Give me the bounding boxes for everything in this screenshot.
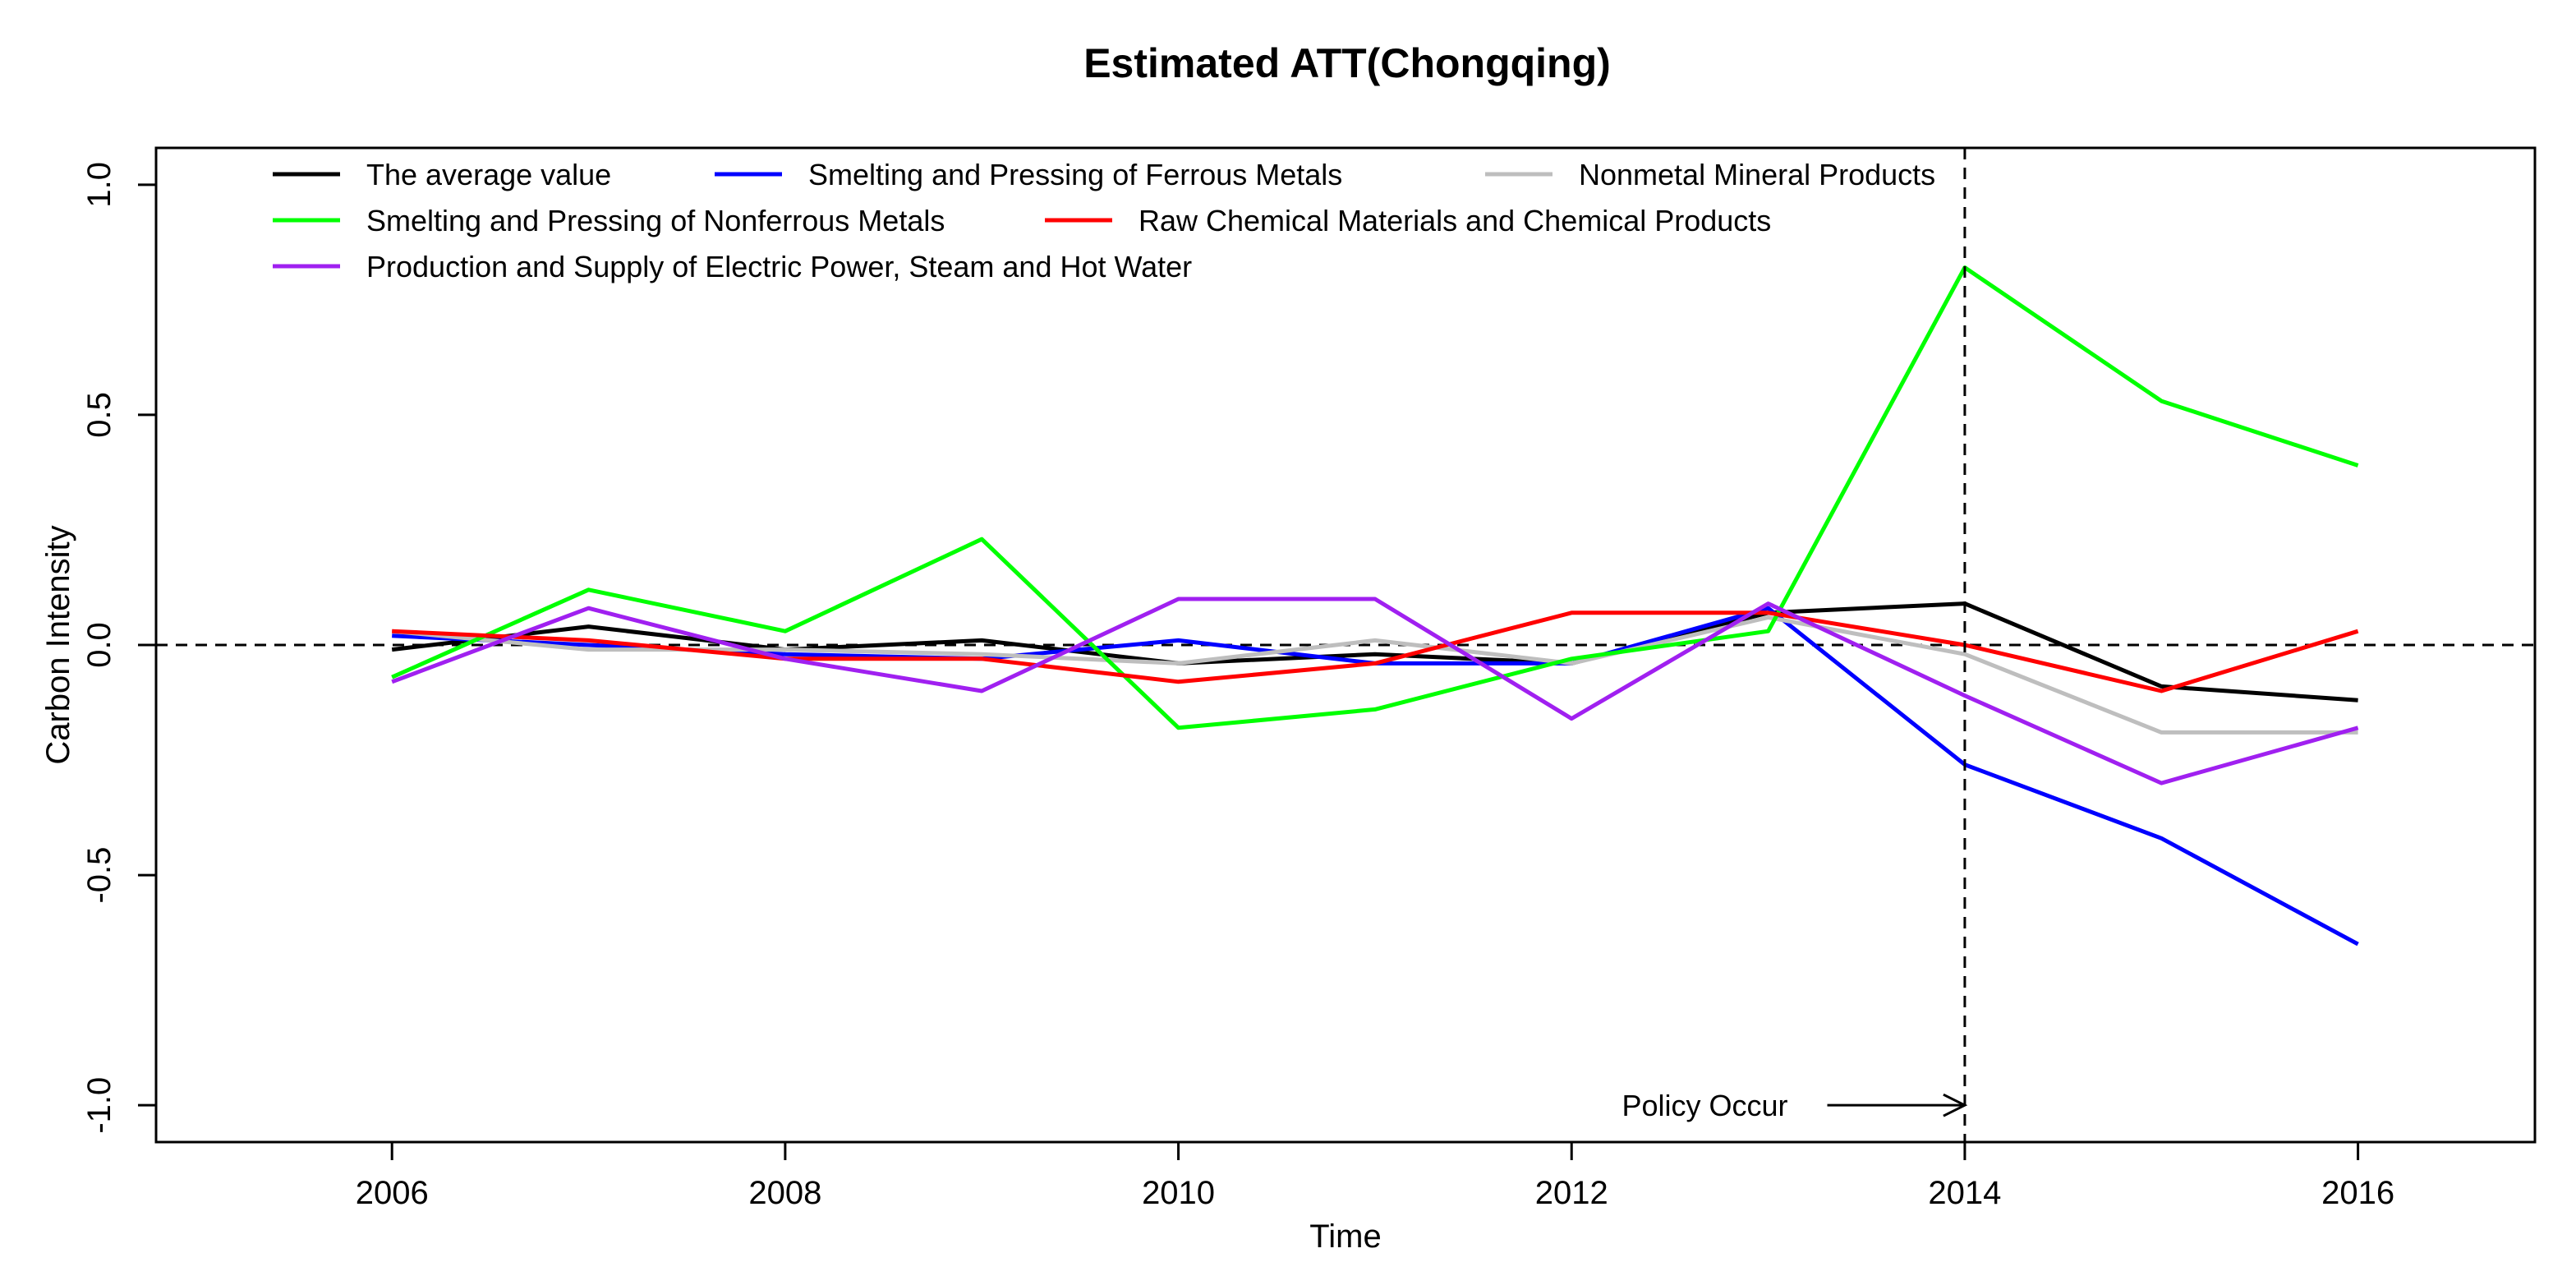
legend-item: Smelting and Pressing of Nonferrous Meta… [273, 204, 945, 237]
y-tick-label: 1.0 [81, 162, 117, 208]
series-line-1 [392, 606, 2359, 947]
legend-item: Nonmetal Mineral Products [1485, 158, 1935, 191]
chart-title: Estimated ATT(Chongqing) [1083, 40, 1611, 86]
legend-label: Nonmetal Mineral Products [1579, 158, 1935, 191]
series-line-5 [391, 597, 2359, 785]
legend-label: Raw Chemical Materials and Chemical Prod… [1138, 204, 1771, 237]
legend-label: Production and Supply of Electric Power,… [366, 250, 1192, 283]
series-line-0 [391, 601, 2358, 702]
series-line-4 [392, 610, 2359, 693]
legend-label: Smelting and Pressing of Nonferrous Meta… [366, 204, 945, 237]
y-tick-label: 0.5 [81, 392, 117, 438]
legend-label: The average value [366, 158, 611, 191]
x-tick-label: 2016 [2321, 1175, 2394, 1211]
x-tick-label: 2012 [1535, 1175, 1608, 1211]
x-tick-label: 2006 [356, 1175, 429, 1211]
y-axis-title: Carbon Intensity [40, 525, 76, 764]
x-tick-label: 2008 [748, 1175, 821, 1211]
legend-item: Production and Supply of Electric Power,… [273, 250, 1192, 283]
policy-annotation-label: Policy Occur [1622, 1089, 1787, 1122]
legend-item: The average value [273, 158, 611, 191]
y-tick-label: -1.0 [81, 1077, 117, 1134]
y-tick-label: 0.0 [81, 622, 117, 668]
policy-arrow-head [1943, 1093, 1968, 1117]
legend-item: Smelting and Pressing of Ferrous Metals [715, 158, 1342, 191]
y-tick-label: -0.5 [81, 847, 117, 904]
x-tick-label: 2010 [1142, 1175, 1215, 1211]
series-line-2 [391, 615, 2358, 735]
series-line-3 [391, 265, 2359, 730]
legend-item: Raw Chemical Materials and Chemical Prod… [1045, 204, 1771, 237]
x-tick-label: 2014 [1928, 1175, 2001, 1211]
legend-label: Smelting and Pressing of Ferrous Metals [808, 158, 1342, 191]
x-axis-title: Time [1309, 1218, 1381, 1255]
